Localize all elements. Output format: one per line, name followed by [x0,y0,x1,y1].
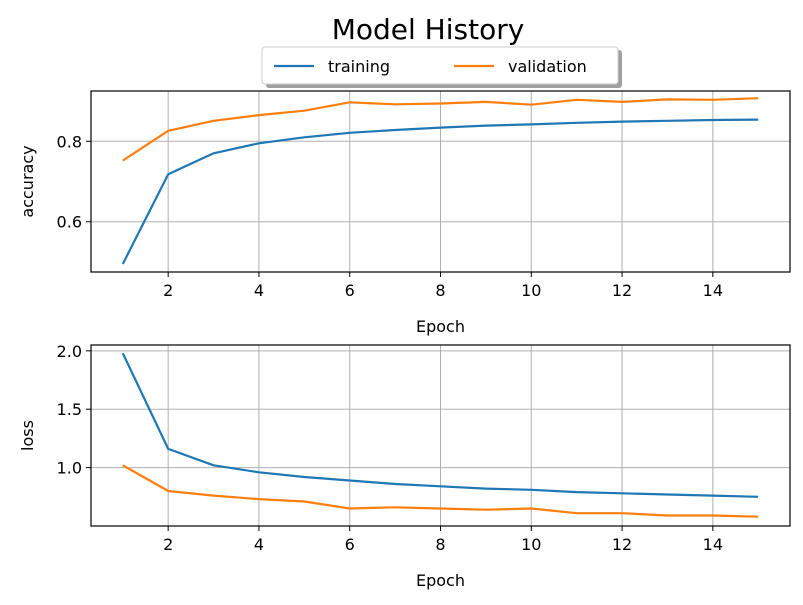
loss-ytick-label: 1.0 [57,459,82,478]
legend: training validation [261,46,622,88]
loss-xtick-label: 8 [435,535,445,554]
loss-xtick-label: 2 [163,535,173,554]
accuracy-xtick-label: 8 [435,281,445,300]
loss-ytick-label: 2.0 [57,342,82,361]
loss-xlabel: Epoch [416,571,465,590]
loss-xtick-label: 10 [521,535,541,554]
accuracy-ylabel: accuracy [18,145,37,217]
loss-series-training [121,352,759,498]
accuracy-xtick-label: 12 [612,281,632,300]
accuracy-xtick-label: 2 [163,281,173,300]
accuracy-ytick-label: 0.6 [57,213,82,232]
legend-label-training: training [328,57,390,76]
accuracy-xtick-label: 14 [703,281,723,300]
legend-label-validation: validation [508,57,587,76]
accuracy-series-training [121,118,759,265]
accuracy-xtick-label: 6 [345,281,355,300]
accuracy-ytick-label: 0.8 [57,132,82,151]
loss-xtick-label: 12 [612,535,632,554]
loss-ytick-label: 1.5 [57,400,82,419]
loss-ylabel: loss [18,420,37,451]
accuracy-series-validation [122,97,759,162]
loss-xtick-label: 4 [254,535,264,554]
loss-xtick-label: 6 [345,535,355,554]
loss-subplot: 2 4 6 8 10 12 14 1.0 1.5 2.0 Epoch loss [18,342,791,590]
loss-series-validation [122,464,759,518]
accuracy-xlabel: Epoch [416,317,465,336]
loss-xtick-label: 14 [703,535,723,554]
accuracy-xtick-label: 10 [521,281,541,300]
legend-box [261,46,619,85]
accuracy-xtick-label: 4 [254,281,264,300]
figure-title: Model History [332,13,525,46]
accuracy-subplot: 2 4 6 8 10 12 14 0.6 0.8 Epoch accuracy [18,90,791,336]
